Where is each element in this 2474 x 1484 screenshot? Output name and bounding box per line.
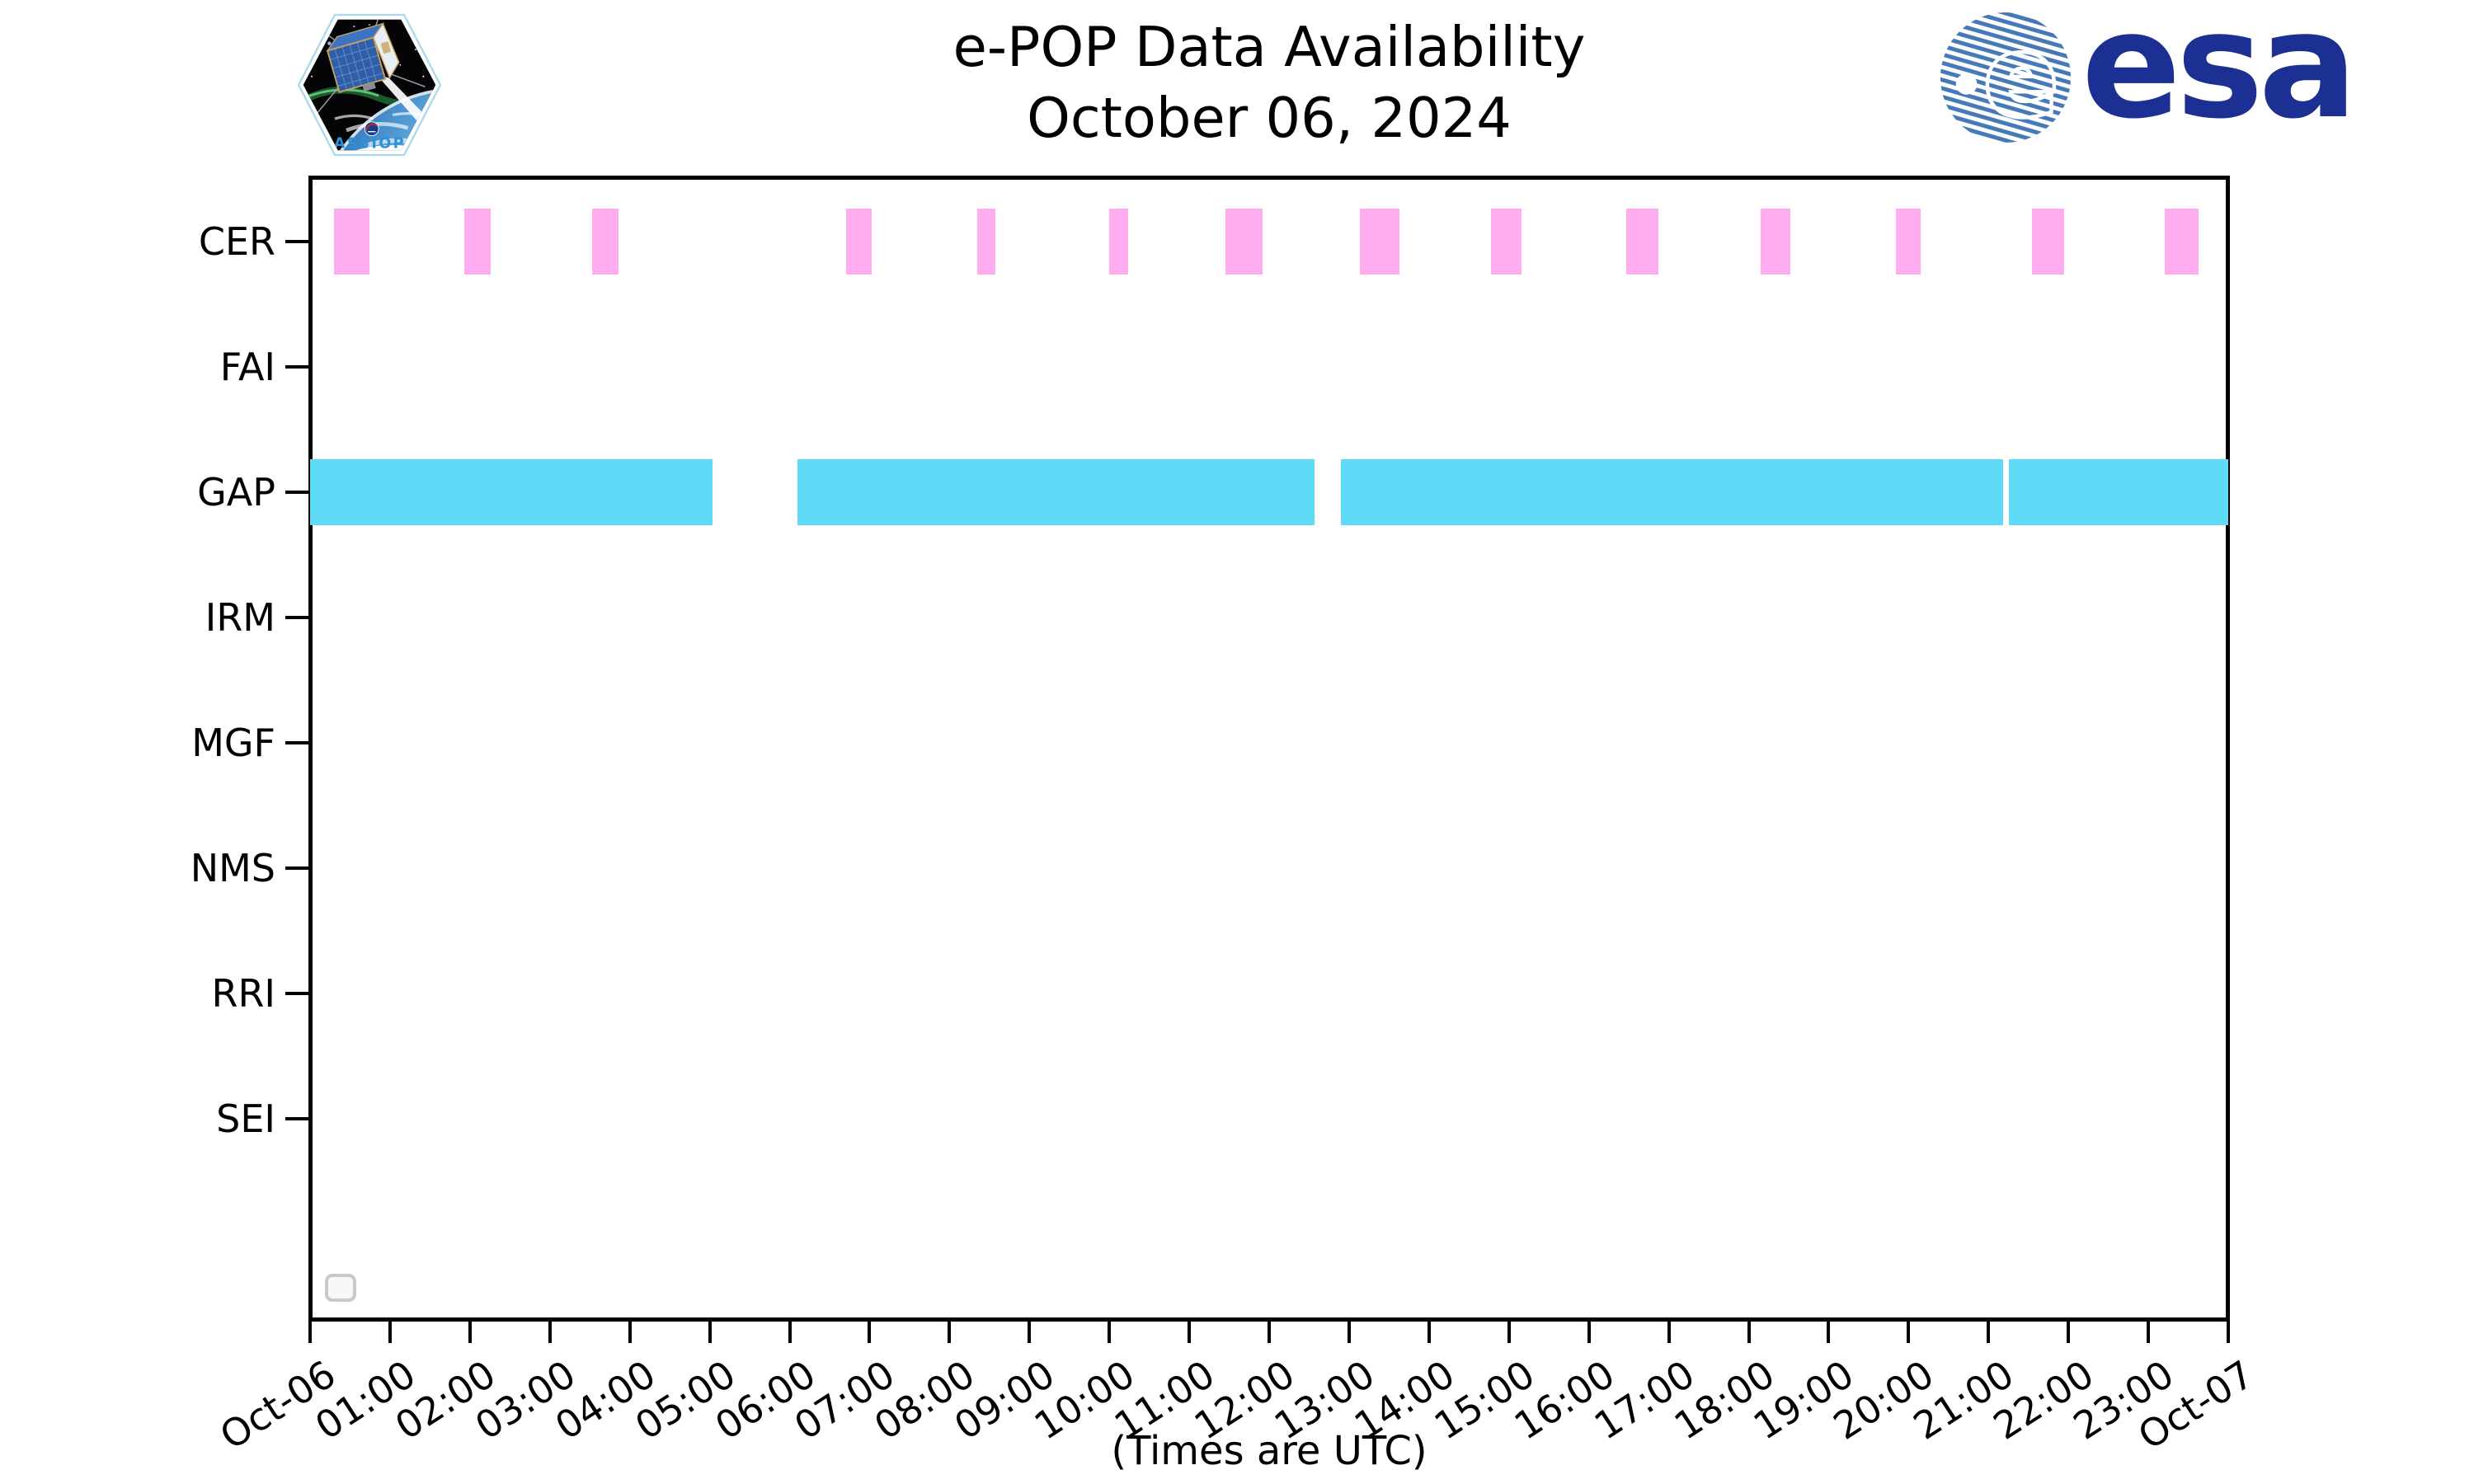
y-tick-label-GAP: GAP (197, 470, 275, 514)
x-tick-06:00 (788, 1320, 792, 1343)
availability-bar-CER (592, 209, 619, 275)
x-tick-01:00 (388, 1320, 392, 1343)
x-tick-19:00 (1827, 1320, 1831, 1343)
x-tick-05:00 (708, 1320, 712, 1343)
y-tick-SEI (285, 1117, 308, 1120)
y-tick-GAP (285, 491, 308, 494)
x-tick-09:00 (1028, 1320, 1032, 1343)
x-tick-20:00 (1907, 1320, 1911, 1343)
y-tick-CER (285, 240, 308, 243)
availability-bar-CER (1359, 209, 1399, 275)
availability-bar-CER (2164, 209, 2199, 275)
y-tick-MGF (285, 741, 308, 744)
x-tick-16:00 (1587, 1320, 1591, 1343)
availability-bar-CER (977, 209, 995, 275)
plot-frame (308, 176, 2230, 1322)
chart-title: e-POP Data Availability (952, 15, 1586, 79)
chart-subtitle: October 06, 2024 (1027, 86, 1512, 150)
x-tick-11:00 (1188, 1320, 1192, 1343)
cassiope-mission-patch: CASSIOPE (297, 13, 442, 157)
availability-bar-GAP (310, 459, 713, 525)
availability-bar-CER (1490, 209, 1522, 275)
esa-logo: e esa (1936, 0, 2358, 155)
x-tick-08:00 (948, 1320, 952, 1343)
x-axis-caption: (Times are UTC) (1111, 1428, 1427, 1474)
patch-csa-logo (364, 121, 379, 137)
x-tick-14:00 (1427, 1320, 1431, 1343)
y-tick-label-CER: CER (198, 219, 275, 264)
availability-bar-CER (464, 209, 491, 275)
y-tick-label-SEI: SEI (216, 1097, 275, 1141)
x-tick-13:00 (1347, 1320, 1351, 1343)
empty-legend-box (325, 1274, 356, 1302)
x-tick-03:00 (548, 1320, 552, 1343)
y-tick-label-RRI: RRI (211, 971, 276, 1016)
y-tick-RRI (285, 992, 308, 995)
availability-bar-CER (2031, 209, 2065, 275)
x-tick-21:00 (1987, 1320, 1991, 1343)
esa-globe-icon: e (1940, 11, 2072, 143)
y-tick-label-NMS: NMS (190, 846, 275, 890)
chart-title-block: e-POP Data Availability October 06, 2024 (310, 12, 2228, 153)
esa-wordmark: esa (2081, 0, 2358, 151)
availability-bar-CER (846, 209, 872, 275)
y-tick-NMS (285, 866, 308, 870)
availability-bar-CER (1109, 209, 1129, 275)
x-tick-10:00 (1108, 1320, 1112, 1343)
esa-globe-e: e (1985, 14, 2058, 139)
x-tick-Oct-07 (2227, 1320, 2230, 1343)
availability-bar-GAP (2008, 459, 2228, 525)
availability-bar-GAP (1341, 459, 2003, 525)
y-tick-label-IRM: IRM (205, 595, 275, 640)
x-tick-15:00 (1507, 1320, 1511, 1343)
x-tick-12:00 (1268, 1320, 1271, 1343)
availability-bar-CER (1225, 209, 1263, 275)
x-tick-02:00 (468, 1320, 472, 1343)
x-tick-18:00 (1747, 1320, 1751, 1343)
availability-bar-GAP (797, 459, 1315, 525)
x-tick-07:00 (868, 1320, 872, 1343)
availability-bar-CER (334, 209, 369, 275)
x-tick-Oct-06 (308, 1320, 312, 1343)
patch-cassiope-label: CASSIOPE (322, 136, 418, 153)
y-tick-label-MGF: MGF (191, 721, 275, 765)
x-tick-04:00 (628, 1320, 632, 1343)
x-tick-23:00 (2147, 1320, 2151, 1343)
x-tick-22:00 (2067, 1320, 2071, 1343)
availability-bar-CER (1626, 209, 1658, 275)
y-tick-FAI (285, 365, 308, 369)
x-tick-17:00 (1667, 1320, 1671, 1343)
availability-bar-CER (1761, 209, 1790, 275)
availability-bar-CER (1895, 209, 1921, 275)
y-tick-IRM (285, 616, 308, 619)
y-tick-label-FAI: FAI (219, 345, 275, 389)
